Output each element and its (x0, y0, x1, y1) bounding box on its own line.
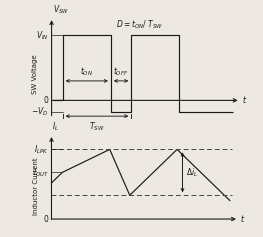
Text: $t_{OFF}$: $t_{OFF}$ (113, 66, 129, 78)
Text: $D = t_{ON}/ \ T_{SW}$: $D = t_{ON}/ \ T_{SW}$ (116, 18, 163, 31)
Text: t: t (242, 96, 245, 105)
Text: $I_L$: $I_L$ (52, 121, 59, 133)
Text: 0: 0 (44, 96, 49, 105)
Text: $t_{ON}$: $t_{ON}$ (80, 66, 93, 78)
Text: $V_{SW}$: $V_{SW}$ (53, 4, 69, 16)
Text: $I_{LPK}$: $I_{LPK}$ (34, 143, 49, 156)
Text: t: t (241, 214, 244, 223)
Text: $T_{SW}$: $T_{SW}$ (89, 121, 105, 133)
Text: $V_{IN}$: $V_{IN}$ (36, 29, 49, 42)
Text: $I_{OUT}$: $I_{OUT}$ (33, 166, 49, 179)
Text: $\Delta i_L$: $\Delta i_L$ (186, 166, 198, 179)
Text: Inductor Current: Inductor Current (33, 158, 39, 215)
Text: SW Voltage: SW Voltage (32, 55, 38, 94)
Text: 0: 0 (44, 214, 49, 223)
Text: $-V_D$: $-V_D$ (31, 106, 49, 118)
